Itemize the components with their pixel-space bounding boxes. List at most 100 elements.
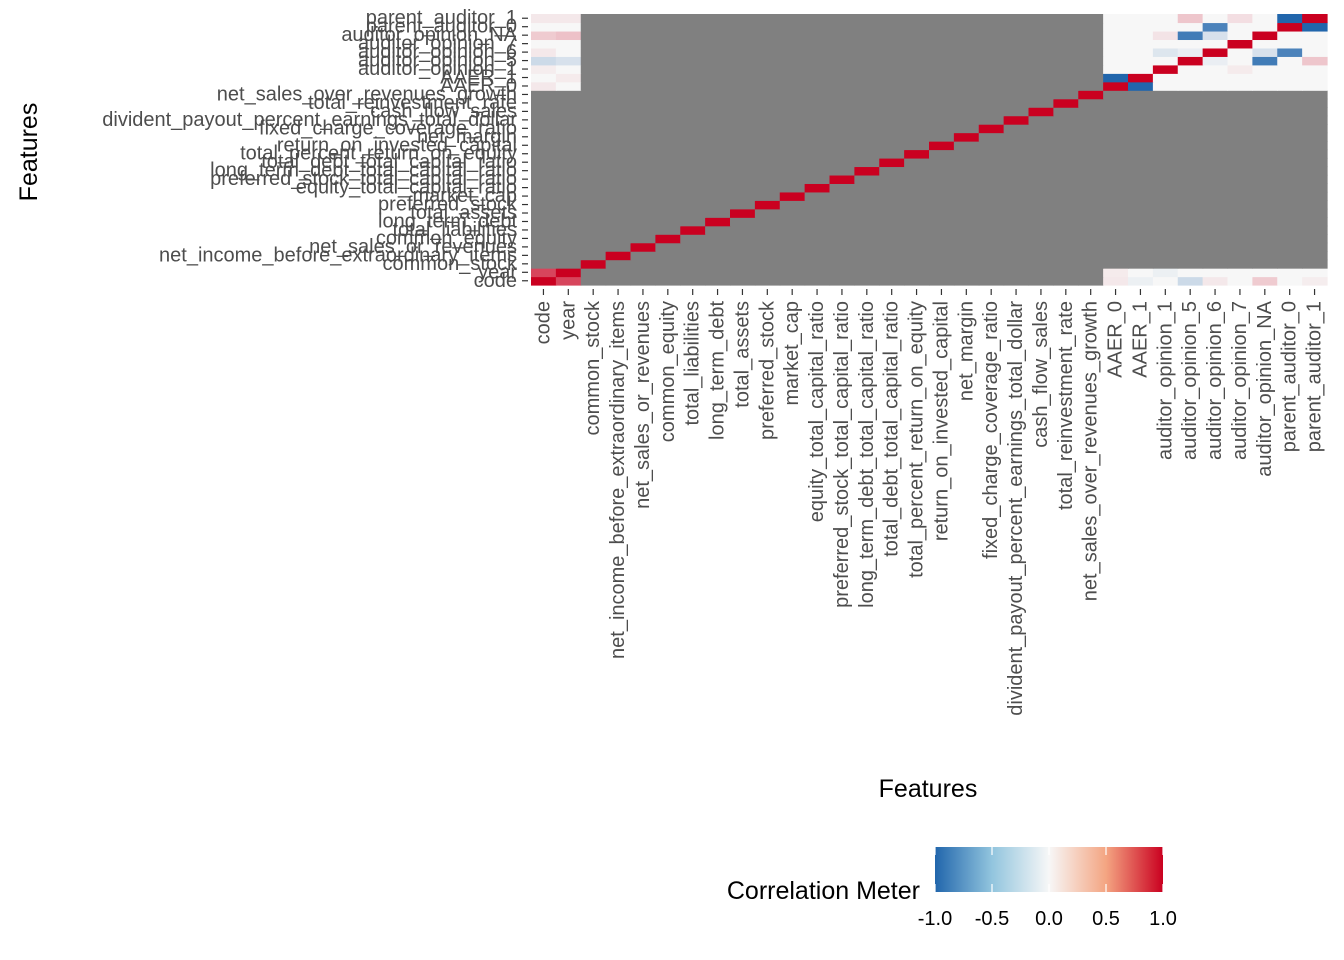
- heatmap-cell: [655, 259, 681, 269]
- heatmap-cell: [1152, 30, 1179, 41]
- heatmap-cell: [879, 132, 905, 142]
- heatmap-cell: [680, 174, 706, 184]
- heatmap-cell: [953, 56, 980, 66]
- heatmap-cell: [1028, 242, 1054, 252]
- y-tick-label: parent_auditor_0: [366, 16, 517, 38]
- heatmap-cell: [730, 124, 756, 134]
- heatmap-cell: [1053, 56, 1079, 66]
- heatmap-cell: [779, 107, 806, 117]
- x-axis: code year common_stock net_income_before_ex…: [532, 289, 1326, 716]
- heatmap-cell: [1103, 132, 1129, 142]
- heatmap-cell: [754, 200, 781, 210]
- heatmap-cell: [730, 141, 756, 151]
- heatmap-cell: [854, 166, 880, 176]
- x-tick-label: total_reinvestment_rate: [1055, 301, 1077, 510]
- heatmap-cell: [630, 208, 656, 218]
- heatmap-cell: [779, 47, 806, 57]
- heatmap-cell: [1177, 132, 1204, 142]
- x-tick-label: common_stock: [582, 300, 604, 435]
- heatmap-cell: [555, 107, 582, 117]
- heatmap-cell: [754, 81, 781, 91]
- heatmap-cell: [1227, 47, 1253, 57]
- heatmap-cell: [1302, 242, 1328, 252]
- heatmap-cell: [1177, 39, 1204, 49]
- heatmap-cell: [580, 251, 607, 261]
- heatmap-cell: [655, 208, 681, 218]
- heatmap-cell: [829, 242, 855, 252]
- heatmap-cell: [1152, 251, 1179, 261]
- heatmap-cell: [829, 259, 855, 269]
- heatmap-cell: [1252, 200, 1278, 210]
- heatmap-cell: [804, 90, 831, 100]
- heatmap-cell: [779, 268, 806, 278]
- heatmap-cell: [1202, 14, 1229, 24]
- heatmap-cell: [754, 132, 781, 142]
- heatmap-cell: [1302, 251, 1328, 261]
- heatmap-cell: [754, 47, 781, 57]
- heatmap-cell: [605, 259, 632, 269]
- heatmap-cell: [1277, 115, 1303, 125]
- heatmap-cell: [904, 141, 930, 151]
- legend-tick-label: -1.0: [918, 908, 952, 930]
- heatmap-cell: [1028, 56, 1054, 66]
- y-tick-label: code: [474, 270, 517, 292]
- heatmap-cell: [705, 242, 731, 252]
- heatmap-cell: [904, 124, 930, 134]
- heatmap-cell: [605, 242, 632, 252]
- heatmap-cell: [1003, 107, 1030, 117]
- heatmap-cell: [1152, 234, 1179, 244]
- heatmap-cell: [1103, 166, 1129, 176]
- heatmap-cell: [605, 124, 632, 134]
- heatmap-cell: [1128, 234, 1154, 244]
- heatmap-cell: [1177, 234, 1204, 244]
- heatmap-cell: [1053, 268, 1079, 278]
- heatmap-cell: [1227, 115, 1253, 125]
- heatmap-cell: [1053, 166, 1079, 176]
- heatmap-cell: [1028, 90, 1054, 100]
- heatmap-cell: [929, 225, 955, 235]
- heatmap-cell: [580, 200, 607, 210]
- heatmap-cell: [1078, 157, 1104, 168]
- heatmap-cell: [705, 259, 731, 269]
- heatmap-cell: [854, 174, 880, 184]
- y-tick-label: auditor_opinion_NA: [341, 24, 517, 46]
- x-tick-label: auditor_opinion_1: [1154, 301, 1176, 460]
- heatmap-cell: [655, 39, 681, 49]
- heatmap-cell: [1227, 30, 1253, 41]
- heatmap-cell: [804, 47, 831, 57]
- heatmap-cell: [680, 157, 706, 168]
- heatmap-cell: [804, 115, 831, 125]
- heatmap-cell: [953, 268, 980, 278]
- heatmap-cell: [1177, 149, 1204, 159]
- heatmap-cell: [929, 39, 955, 49]
- heatmap-cell: [630, 242, 656, 252]
- heatmap-cell: [779, 225, 806, 235]
- heatmap-cell: [1277, 73, 1303, 83]
- heatmap-cell: [1227, 56, 1253, 66]
- heatmap-cell: [531, 90, 557, 100]
- heatmap-cell: [1252, 276, 1278, 286]
- heatmap-cell: [1302, 56, 1328, 66]
- heatmap-cell: [1177, 268, 1204, 278]
- heatmap-cell: [953, 200, 980, 210]
- heatmap-cell: [1227, 200, 1253, 210]
- heatmap-cell: [705, 141, 731, 151]
- heatmap-cell: [1277, 174, 1303, 184]
- heatmap-cell: [804, 124, 831, 134]
- heatmap-cell: [555, 242, 582, 252]
- heatmap-cell: [1103, 107, 1129, 117]
- heatmap-cell: [829, 183, 855, 193]
- heatmap-cell: [953, 191, 980, 201]
- heatmap-cell: [829, 234, 855, 244]
- heatmap-cell: [1103, 208, 1129, 218]
- heatmap-cell: [1103, 200, 1129, 210]
- heatmap-cell: [655, 166, 681, 176]
- heatmap-cell: [1103, 234, 1129, 244]
- heatmap-cell: [1028, 22, 1054, 32]
- heatmap-cell: [555, 166, 582, 176]
- heatmap-cell: [754, 149, 781, 159]
- heatmap-cell: [605, 132, 632, 142]
- heatmap-cell: [1177, 73, 1204, 83]
- heatmap-cell: [1103, 64, 1129, 74]
